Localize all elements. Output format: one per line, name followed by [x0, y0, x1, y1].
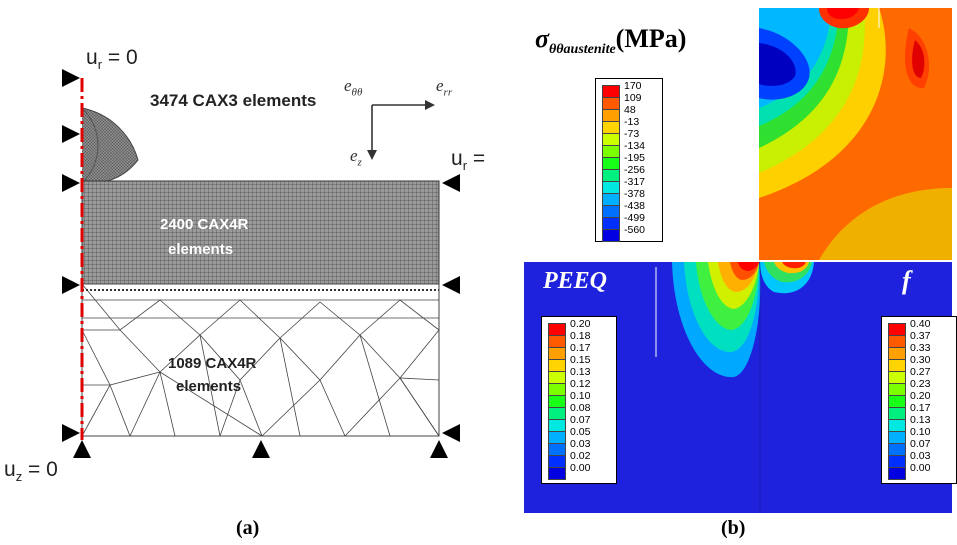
f-legend-value: 0.00 [910, 462, 931, 474]
peeq-legend-value: 0.13 [570, 366, 591, 378]
axis-ez-label: ez [350, 146, 362, 169]
stress-title: σθθaustenite(MPa) [535, 24, 687, 58]
peeq-legend-value: 0.05 [570, 426, 591, 438]
f-legend: 0.40 0.37 0.33 0.30 0.27 0.23 0.20 0.17 0.13 0.10… [881, 316, 957, 484]
f-legend-value: 0.03 [910, 450, 931, 462]
peeq-legend-value: 0.10 [570, 390, 591, 402]
stress-legend: 170 109 48 -13 -73 -134 -195 -256 -317 -378 -438 -4… [595, 78, 663, 242]
bc-right-label: ur = [451, 147, 486, 174]
coordinate-axes [367, 100, 435, 160]
peeq-legend-value: 0.12 [570, 378, 591, 390]
stress-legend-value: -317 [624, 176, 646, 188]
f-legend-value: 0.17 [910, 402, 931, 414]
bc-top-label: ur = 0 [86, 46, 138, 73]
mesh-cax4r-fine-label-2: elements [168, 241, 234, 258]
peeq-legend-value: 0.00 [570, 462, 591, 474]
panel-b: σθθaustenite(MPa) 170 109 48 -13 -73 -134 -195… [505, 0, 957, 545]
bc-bottom-label: uz = 0 [4, 458, 58, 485]
f-legend-value: 0.30 [910, 354, 931, 366]
f-legend-value: 0.13 [910, 414, 931, 426]
mesh-cax4r-fine-label-1: 2400 CAX4R [160, 216, 249, 233]
peeq-legend-value: 0.08 [570, 402, 591, 414]
bottom-supports [73, 440, 448, 458]
stress-legend-value: -438 [624, 200, 646, 212]
mesh-cax3-label: 3474 CAX3 elements [150, 91, 317, 110]
peeq-legend-value: 0.18 [570, 330, 591, 342]
f-legend-value: 0.27 [910, 366, 931, 378]
caption-a: (a) [236, 517, 260, 539]
right-roller-supports [442, 174, 460, 442]
left-roller-supports [62, 69, 80, 442]
peeq-legend-value: 0.07 [570, 414, 591, 426]
peeq-legend-value: 0.03 [570, 438, 591, 450]
f-legend-value: 0.07 [910, 438, 931, 450]
peeq-legend-value: 0.15 [570, 354, 591, 366]
stress-legend-value: -560 [624, 224, 646, 236]
stress-legend-value: -13 [624, 116, 640, 128]
stress-legend-swatch [602, 229, 620, 242]
mesh-cax4r-coarse-label-1: 1089 CAX4R [168, 355, 257, 372]
peeq-legend-value: 0.20 [570, 318, 591, 330]
axis-err-label: err [436, 76, 453, 99]
f-legend-value: 0.23 [910, 378, 931, 390]
f-legend-value: 0.10 [910, 426, 931, 438]
stress-legend-value: 109 [624, 92, 642, 104]
mesh-diagram [62, 69, 460, 458]
coarse-mesh-region [81, 283, 440, 437]
peeq-title: PEEQ [543, 268, 608, 294]
f-legend-value: 0.37 [910, 330, 931, 342]
caption-b: (b) [721, 517, 746, 539]
stress-legend-value: -134 [624, 140, 646, 152]
f-title: f [902, 266, 911, 295]
f-legend-value: 0.20 [910, 390, 931, 402]
stress-legend-value: -195 [624, 152, 646, 164]
mesh-cax4r-coarse-label-2: elements [176, 378, 242, 395]
axis-etheta-label: eθθ [344, 76, 363, 99]
stress-legend-value: -73 [624, 128, 640, 140]
stress-legend-value: -256 [624, 164, 646, 176]
f-legend-value: 0.33 [910, 342, 931, 354]
peeq-legend: 0.20 0.18 0.17 0.15 0.13 0.12 0.10 0.08 0.07 0.05… [541, 316, 617, 484]
fine-mesh-region [81, 180, 440, 285]
panel-a: ur = 0 ur = uz = 0 3474 CAX3 elements 24… [4, 46, 486, 539]
stress-legend-value: -378 [624, 188, 646, 200]
peeq-legend-value: 0.17 [570, 342, 591, 354]
f-legend-value: 0.40 [910, 318, 931, 330]
stress-legend-value: 48 [624, 104, 636, 116]
peeq-legend-swatch [548, 467, 566, 480]
peeq-legend-value: 0.02 [570, 450, 591, 462]
stress-contour-plot [759, 8, 952, 260]
f-legend-swatch [888, 467, 906, 480]
stress-legend-value: -499 [624, 212, 646, 224]
stress-legend-value: 170 [624, 80, 642, 92]
